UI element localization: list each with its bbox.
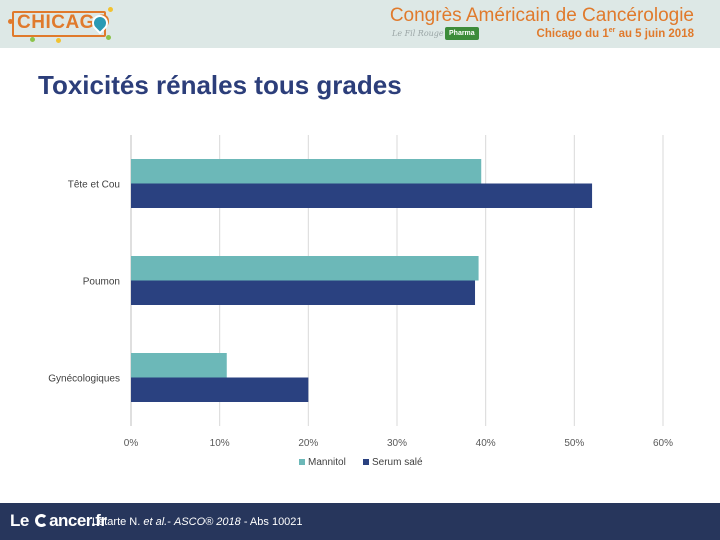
- legend-swatch-serum-sale: [363, 459, 369, 465]
- decor-dot-icon: [56, 38, 61, 43]
- bar-mannitol: [131, 256, 479, 281]
- cancer-c-icon: [35, 514, 49, 527]
- citation-etal: et al.: [143, 516, 168, 528]
- category-label: Poumon: [83, 277, 120, 288]
- citation-author: Letarte N.: [92, 516, 144, 528]
- slide-footer: Le ancer.fr Letarte N. et al.- ASCO® 201…: [0, 503, 720, 540]
- congress-dates: Chicago du 1er au 5 juin 2018: [537, 27, 694, 40]
- chicago-logo: CHICAGO: [8, 5, 116, 43]
- category-label: Tête et Cou: [68, 180, 120, 191]
- logo-text: CHICAGO: [17, 12, 111, 33]
- bar-mannitol: [131, 159, 482, 184]
- citation-journal: ASCO® 2018: [173, 516, 241, 528]
- x-tick-label: 60%: [653, 438, 673, 449]
- legend-label: Serum salé: [372, 457, 423, 468]
- legend-label: Mannitol: [308, 457, 346, 468]
- citation-separator: -: [167, 516, 174, 528]
- x-tick-label: 20%: [298, 438, 318, 449]
- bar-serum-sale: [131, 183, 593, 208]
- decor-dot-icon: [30, 37, 35, 42]
- legend-swatch-mannitol: [299, 459, 305, 465]
- pharma-badge: Pharma: [445, 27, 479, 40]
- citation-abstract: - Abs 10021: [240, 516, 303, 528]
- fil-rouge-logo: Le Fil Rouge: [392, 29, 444, 38]
- congress-dates-suffix: au 5 juin 2018: [615, 27, 694, 40]
- citation: Letarte N. et al.- ASCO® 2018 - Abs 1002…: [92, 516, 303, 528]
- logo-suffix: ancer.fr: [49, 511, 107, 530]
- lecancer-logo: Le ancer.fr: [10, 511, 107, 531]
- logo-prefix: Le: [10, 511, 34, 530]
- congress-dates-sup: er: [608, 27, 616, 34]
- bar-mannitol: [131, 353, 227, 378]
- x-tick-label: 40%: [476, 438, 496, 449]
- bar-serum-sale: [131, 280, 476, 305]
- decor-dot-icon: [8, 19, 13, 24]
- decor-dot-icon: [106, 35, 111, 40]
- slide-title: Toxicités rénales tous grades: [38, 70, 402, 100]
- congress-dates-prefix: Chicago du 1: [536, 27, 609, 40]
- category-label: Gynécologiques: [48, 374, 120, 385]
- x-tick-label: 30%: [387, 438, 407, 449]
- x-tick-label: 10%: [210, 438, 230, 449]
- x-tick-label: 0%: [124, 438, 139, 449]
- decor-dot-icon: [108, 7, 113, 12]
- bar-serum-sale: [131, 377, 309, 402]
- slide-header: CHICAGO Congrès Américain de Cancérologi…: [0, 0, 720, 48]
- congress-title: Congrès Américain de Cancérologie: [389, 5, 694, 26]
- x-tick-label: 50%: [564, 438, 584, 449]
